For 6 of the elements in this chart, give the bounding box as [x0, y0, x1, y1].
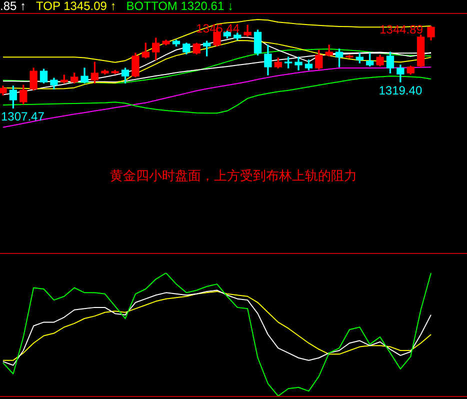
text: 黄金四小时盘面，上方受到布林上轨的阻力 [110, 168, 357, 184]
text: BOTTOM 1320.61 ↓ [126, 0, 234, 13]
text: .85 ↑ [0, 0, 26, 13]
text: TOP 1345.09 ↑ [36, 0, 116, 13]
annotation: 1307.47 [0, 109, 45, 124]
annotation: 1319.40 [378, 83, 422, 98]
